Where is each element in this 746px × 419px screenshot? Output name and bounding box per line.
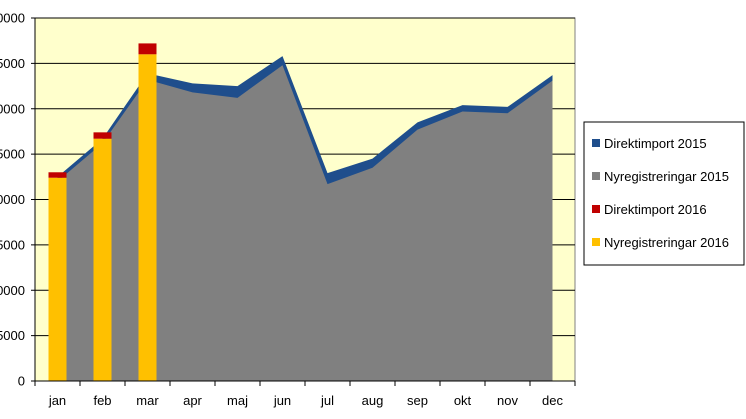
legend-label: Direktimport 2015 (604, 136, 707, 151)
x-axis-ticks: jan feb mar apr maj jun jul aug sep okt nov dec (48, 393, 564, 408)
x-tick-label: okt (454, 393, 472, 408)
y-tick-label: 20000 (0, 192, 25, 207)
area-series-nyregistreringar-2015 (57, 65, 553, 381)
bar-direktimport-2016 (138, 43, 157, 55)
x-tick-label: maj (227, 393, 248, 408)
x-tick-label: mar (136, 393, 159, 408)
x-tick-label: sep (407, 393, 428, 408)
legend-box (583, 121, 745, 266)
x-tick-label: jul (320, 393, 334, 408)
legend-label: Nyregistreringar 2016 (604, 235, 729, 250)
y-axis-ticks: 0 5000 10000 15000 20000 25000 30000 35000 40000 (0, 11, 35, 389)
x-tick-label: jun (273, 393, 291, 408)
legend-swatch (592, 139, 600, 147)
y-tick-label: 10000 (0, 283, 25, 298)
bar-nyregistreringar-2016 (48, 177, 67, 381)
x-tick-label: aug (362, 393, 384, 408)
y-tick-label: 15000 (0, 237, 25, 252)
y-tick-label: 25000 (0, 147, 25, 162)
legend-swatch (592, 205, 600, 213)
y-tick-label: 40000 (0, 11, 25, 26)
bar-direktimport-2016 (48, 172, 67, 178)
x-tick-label: dec (542, 393, 563, 408)
legend-label: Nyregistreringar 2015 (604, 169, 729, 184)
y-tick-label: 0 (18, 374, 25, 389)
x-tick-label: apr (183, 393, 202, 408)
bar-direktimport-2016 (93, 132, 112, 139)
legend-swatch (592, 172, 600, 180)
bar-series (48, 43, 157, 382)
area-series (57, 56, 553, 382)
y-tick-label: 30000 (0, 101, 25, 116)
y-tick-label: 35000 (0, 56, 25, 71)
legend-swatch (592, 238, 600, 246)
bar-nyregistreringar-2016 (93, 138, 112, 381)
y-tick-label: 5000 (0, 328, 25, 343)
legend: Direktimport 2015 Nyregistreringar 2015 Di… (583, 121, 745, 266)
bar-nyregistreringar-2016 (138, 54, 157, 382)
x-tick-label: feb (93, 393, 111, 408)
x-tick-label: jan (48, 393, 66, 408)
x-tick-label: nov (497, 393, 518, 408)
legend-label: Direktimport 2016 (604, 202, 707, 217)
